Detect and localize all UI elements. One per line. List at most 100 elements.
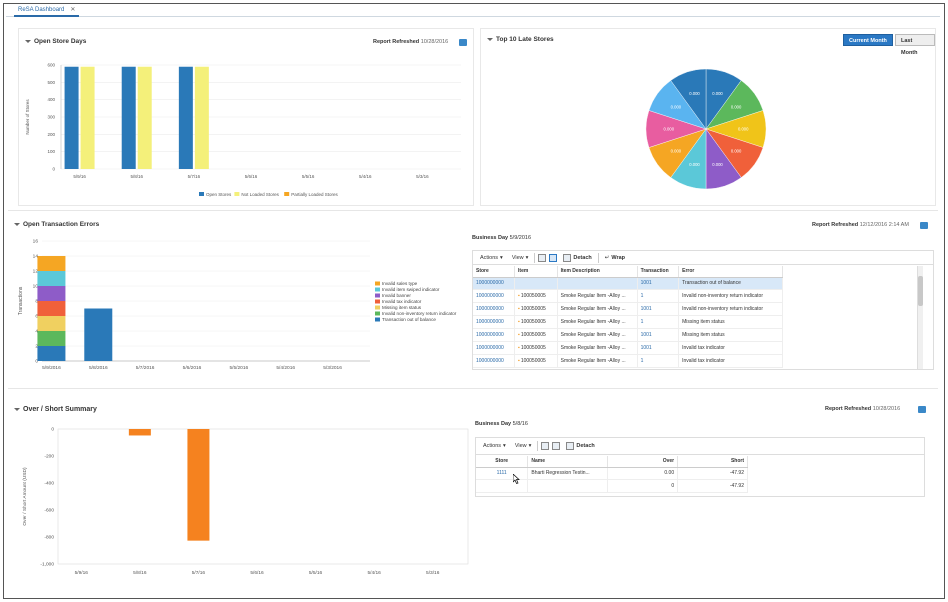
y-tick-label: 14	[33, 254, 39, 260]
table-cell[interactable]: 1	[637, 354, 680, 368]
table-cell: 0	[607, 479, 679, 494]
table-cell[interactable]: 1000000000	[473, 315, 516, 330]
column-header[interactable]: Store	[476, 456, 529, 468]
panel-title[interactable]: Top 10 Late Stores	[487, 36, 554, 43]
query-by-example-icon[interactable]	[549, 253, 558, 262]
column-header[interactable]: Name	[527, 456, 609, 468]
column-header[interactable]: Short	[677, 456, 748, 468]
table-cell[interactable]: 1000000000	[473, 328, 516, 342]
over-short-grid-container: Actions ▾ View ▾ Detach Store Name Over Sh…	[475, 437, 925, 497]
detach-button[interactable]: Detach	[563, 440, 597, 452]
column-header[interactable]: Item	[514, 266, 558, 278]
table-cell[interactable]: 1001	[637, 277, 680, 291]
column-header[interactable]: Transaction	[637, 266, 680, 278]
actions-menu[interactable]: Actions ▾	[477, 252, 506, 264]
chevron-down-icon: ▾	[503, 443, 506, 449]
table-cell: ▪100050005	[514, 315, 558, 330]
stacked-bar-segment	[37, 286, 66, 301]
table-row[interactable]: 1111 Bharti Regression Testin... 0.00 -47.9…	[476, 467, 748, 481]
x-tick-label: 5/5/2016	[230, 365, 249, 371]
table-cell: ▪100050005	[514, 341, 558, 355]
divider	[8, 388, 938, 389]
table-cell[interactable]: 1000000000	[473, 341, 516, 355]
over-short-chart: 0 -200 -400 -600 -800 -1,000 Over / Short Amou…	[22, 427, 469, 576]
panel-title[interactable]: Open Store Days	[25, 38, 86, 45]
table-cell[interactable]: 1000000000	[473, 289, 516, 304]
table-cell-text: 100050005	[520, 293, 546, 300]
y-tick-label: -800	[44, 535, 54, 541]
query-by-example-icon[interactable]	[552, 442, 561, 450]
business-day: Business Day 5/9/2016	[472, 235, 531, 241]
freeze-icon[interactable]	[541, 442, 550, 450]
current-month-button[interactable]: Current Month	[843, 34, 893, 46]
x-tick-label: 5/8/16	[133, 570, 147, 576]
legend-label: Invalid non-inventory return indicator	[382, 311, 457, 316]
vertical-scrollbar[interactable]	[917, 266, 923, 369]
open-transaction-errors-title: Open Transaction Errors	[23, 221, 100, 228]
actions-menu[interactable]: Actions ▾	[480, 440, 509, 452]
view-menu[interactable]: View ▾	[509, 252, 532, 264]
table-cell[interactable]: 1001	[637, 302, 680, 317]
table-cell[interactable]	[476, 479, 529, 494]
x-tick-label: 5/7/16	[192, 570, 206, 576]
report-refreshed: Report Refreshed 10/28/2016	[373, 39, 448, 45]
pie-slice-label: 0.000	[664, 127, 675, 132]
flag-icon: ▪	[518, 332, 520, 338]
table-cell[interactable]: 1	[637, 289, 680, 304]
x-tick-label: 5/9/16	[73, 174, 86, 179]
legend-label: Transaction out of balance	[382, 317, 436, 322]
x-tick-label: 5/4/16	[367, 570, 381, 576]
column-header[interactable]: Store	[473, 266, 516, 278]
table-cell[interactable]: 1000000000	[473, 302, 516, 317]
chevron-down-icon: ▾	[528, 443, 532, 449]
table-cell: Invalid non-inventory return indicator	[678, 302, 783, 317]
table-cell: Smoke Regular Item -Alloy ...	[557, 341, 638, 355]
table-row[interactable]: 1000000000 ▪100050005 Smoke Regular Item -…	[473, 328, 783, 342]
x-tick-label: 5/3/2016	[323, 365, 342, 371]
detach-button[interactable]: Detach	[560, 252, 594, 264]
table-cell[interactable]: 1001	[637, 328, 680, 342]
collapse-icon[interactable]	[25, 39, 31, 43]
tab-resa-dashboard[interactable]: ReSA Dashboard ✕	[14, 5, 80, 17]
table-row[interactable]: 1000000000 ▪100050005 Smoke Regular Item -…	[473, 341, 783, 355]
wrap-button[interactable]: ↵ Wrap	[602, 252, 628, 264]
view-menu[interactable]: View ▾	[512, 440, 535, 452]
pie-slice-label: 0.000	[671, 148, 682, 153]
collapse-icon[interactable]	[14, 222, 20, 226]
table-row[interactable]: 0 -47.92	[476, 479, 748, 494]
scrollbar-thumb[interactable]	[918, 276, 923, 306]
table-cell[interactable]: 1000000000	[473, 277, 516, 291]
table-row[interactable]: 1000000000 1001 Transaction out of balance	[473, 277, 783, 291]
refresh-icon[interactable]	[920, 222, 928, 229]
legend-label: Invalid item swiped indicator	[382, 287, 440, 292]
grid-toolbar: Actions ▾ View ▾ Detach ↵ Wrap	[473, 251, 933, 265]
panel-title[interactable]: Over / Short Summary	[14, 406, 97, 413]
collapse-icon[interactable]	[487, 37, 493, 41]
last-month-button[interactable]: Last Month	[895, 34, 935, 56]
freeze-icon[interactable]	[538, 253, 547, 262]
close-icon[interactable]: ✕	[70, 7, 76, 13]
collapse-icon[interactable]	[14, 407, 20, 411]
stacked-bar-segment	[37, 256, 66, 271]
table-cell[interactable]: 1	[637, 315, 680, 330]
table-row[interactable]: 1000000000 ▪100050005 Smoke Regular Item -…	[473, 302, 783, 317]
table-row[interactable]: 1000000000 ▪100050005 Smoke Regular Item -…	[473, 289, 783, 304]
refresh-icon[interactable]	[459, 39, 467, 46]
table-header-row: Store Item Item Description Transaction …	[473, 266, 783, 278]
panel-title[interactable]: Open Transaction Errors	[14, 221, 99, 228]
top-late-stores-panel: Top 10 Late Stores Current Month Last Mo…	[480, 28, 936, 206]
table-cell: ▪100050005	[514, 302, 558, 317]
table-cell[interactable]: 1001	[637, 341, 680, 355]
refresh-icon[interactable]	[918, 406, 926, 413]
y-tick-label: 0	[52, 167, 55, 172]
column-header[interactable]: Item Description	[557, 266, 638, 278]
table-cell[interactable]: 1000000000	[473, 354, 516, 368]
column-header[interactable]: Over	[607, 456, 679, 468]
table-row[interactable]: 1000000000 ▪100050005 Smoke Regular Item -…	[473, 354, 783, 368]
legend-swatch	[375, 311, 380, 316]
y-tick-label: 10	[33, 284, 39, 290]
detach-icon	[563, 253, 572, 262]
table-row[interactable]: 1000000000 ▪100050005 Smoke Regular Item -…	[473, 315, 783, 330]
column-header[interactable]: Error	[678, 266, 783, 278]
y-tick-label: 300	[47, 115, 55, 120]
